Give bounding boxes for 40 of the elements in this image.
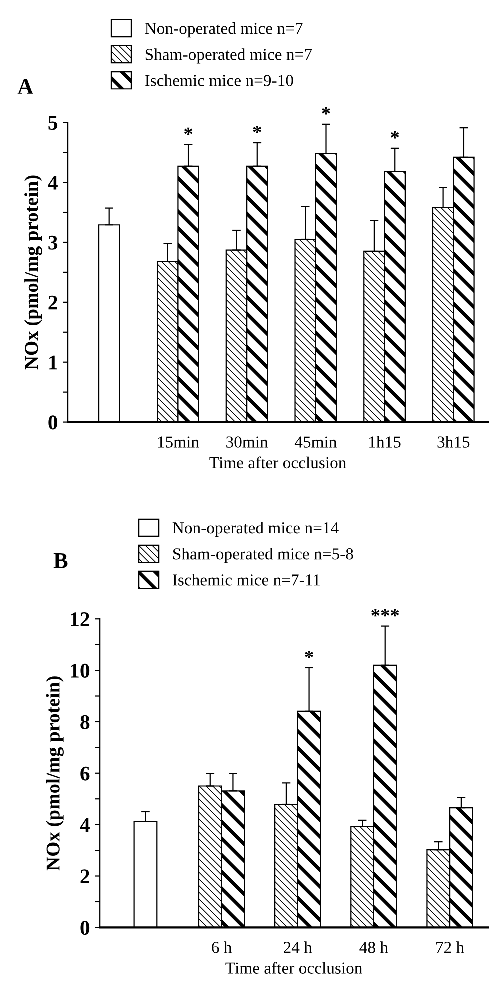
x-axis-title: Time after occlusion	[210, 456, 346, 469]
x-tick-label: 48 h	[360, 942, 388, 954]
annotation: *	[322, 107, 330, 115]
legend-label: Sham-operated mice n=5-8	[174, 548, 354, 564]
y-axis-title: NOx (pmol/mg protein)	[24, 176, 42, 370]
annotation: *	[305, 651, 314, 658]
y-tick-label: 3	[48, 236, 58, 250]
chart-title: B	[54, 554, 68, 568]
legend-label: Non-operated mice n=14	[172, 522, 339, 538]
annotation: ***	[372, 609, 400, 617]
x-tick-label: 30min	[226, 436, 268, 448]
y-tick-label: 5	[48, 116, 58, 130]
y-tick-label: 4	[80, 818, 90, 832]
x-tick-label: 45min	[294, 436, 337, 448]
annotation: *	[184, 128, 193, 136]
y-axis-title: NOx (pmol/mg protein)	[46, 676, 64, 871]
y-tick-label: 10	[71, 664, 90, 678]
x-tick-label: 6 h	[212, 942, 232, 954]
x-tick-label: 1h15	[370, 436, 401, 448]
y-tick-label: 8	[80, 715, 90, 730]
y-tick-label: 2	[48, 296, 58, 310]
y-tick-label: 0	[48, 416, 58, 430]
y-tick-label: 4	[48, 176, 58, 190]
y-tick-label: 6	[80, 766, 90, 781]
x-tick-label: 72 h	[436, 942, 464, 954]
y-tick-label: 12	[71, 612, 90, 626]
legend-label: Non-operated mice n=7	[145, 22, 303, 38]
legend-label: Ischemic mice n=9-10	[145, 74, 294, 86]
y-tick-label: 1	[50, 356, 58, 370]
legend-label: Sham-operated mice n=7	[146, 48, 312, 64]
x-tick-label: 3h15	[438, 436, 470, 448]
x-tick-label: 15min	[158, 436, 200, 448]
legend-label: Ischemic mice n=7-11	[172, 574, 320, 586]
x-tick-label: 24 h	[284, 942, 312, 954]
y-tick-label: 2	[80, 870, 90, 884]
annotation: *	[391, 131, 400, 139]
chart-title: A	[18, 79, 34, 94]
x-axis-title: Time after occlusion	[226, 962, 362, 974]
annotation: *	[253, 126, 262, 134]
y-tick-label: 0	[80, 921, 90, 936]
